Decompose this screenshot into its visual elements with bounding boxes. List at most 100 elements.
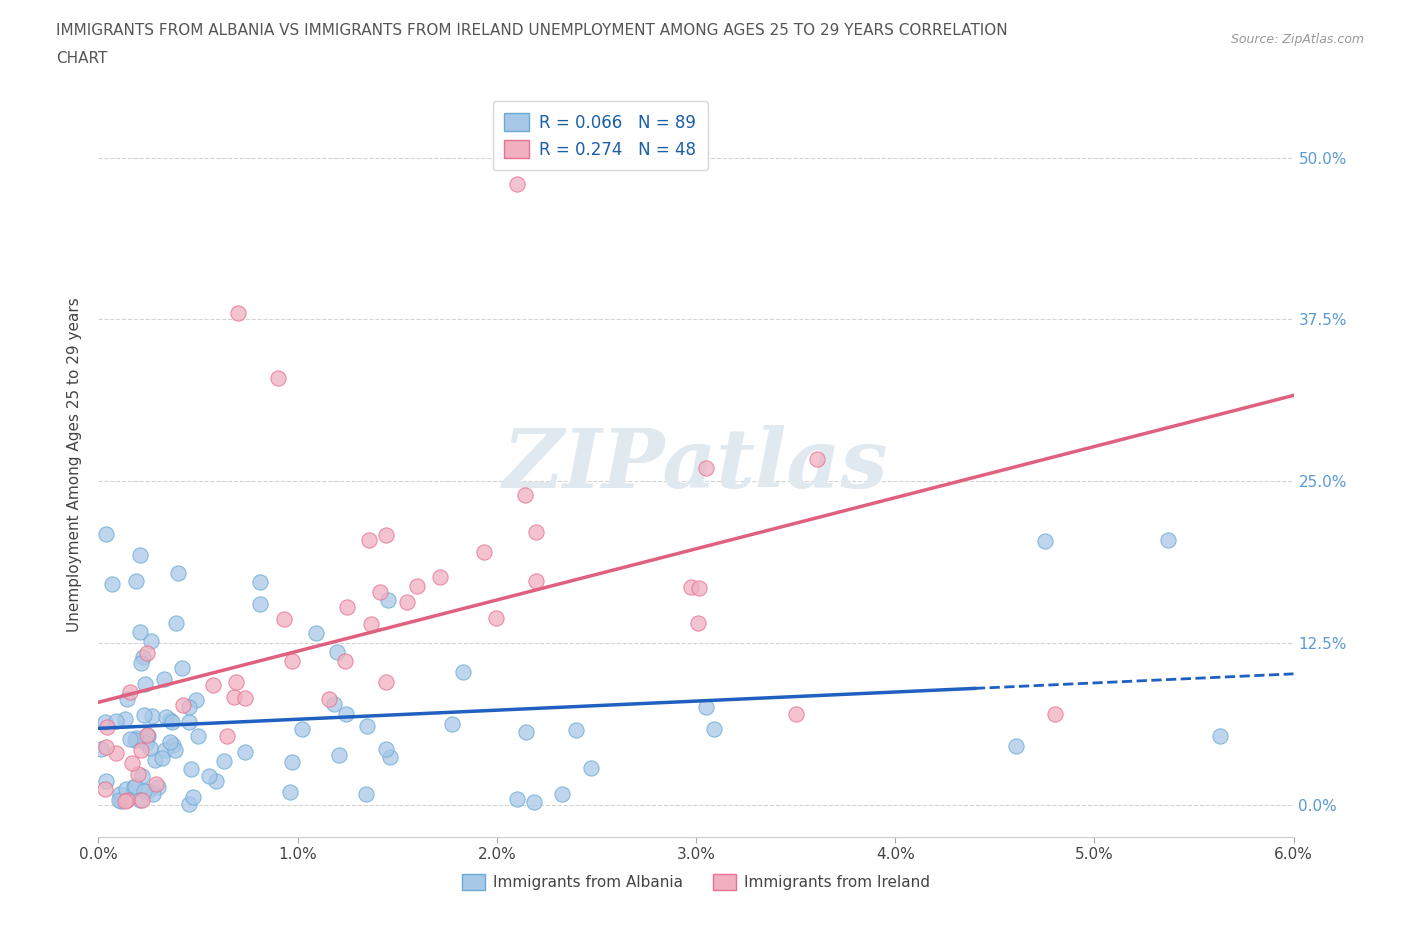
Text: CHART: CHART <box>56 51 108 66</box>
Point <box>328 748 350 763</box>
Point <box>134 677 156 692</box>
Point <box>515 725 537 740</box>
Point <box>94 774 117 789</box>
Point <box>136 729 159 744</box>
Point <box>108 787 131 802</box>
Point <box>212 753 235 768</box>
Point <box>513 488 536 503</box>
Point <box>139 633 162 648</box>
Point <box>429 570 451 585</box>
Point <box>159 735 181 750</box>
Text: ZIPatlas: ZIPatlas <box>503 425 889 505</box>
Legend: Immigrants from Albania, Immigrants from Ireland: Immigrants from Albania, Immigrants from… <box>456 868 936 897</box>
Point <box>118 731 141 746</box>
Point <box>115 782 138 797</box>
Point <box>150 751 173 765</box>
Point <box>695 460 717 475</box>
Point <box>523 795 546 810</box>
Point <box>128 548 150 563</box>
Point <box>170 660 193 675</box>
Point <box>148 779 170 794</box>
Point <box>472 544 495 559</box>
Point <box>695 699 717 714</box>
Point <box>167 565 190 580</box>
Point <box>703 722 725 737</box>
Point <box>128 792 150 807</box>
Point <box>110 793 132 808</box>
Point <box>153 671 176 686</box>
Point <box>201 677 224 692</box>
Point <box>115 792 138 807</box>
Point <box>249 597 271 612</box>
Point <box>354 786 377 801</box>
Point <box>524 574 547 589</box>
Point <box>90 741 112 756</box>
Point <box>124 779 146 794</box>
Point <box>163 742 186 757</box>
Point <box>225 674 247 689</box>
Point <box>226 306 249 321</box>
Point <box>105 746 128 761</box>
Point <box>134 784 156 799</box>
Point <box>141 709 163 724</box>
Point <box>145 753 167 768</box>
Point <box>94 739 117 754</box>
Point <box>233 691 256 706</box>
Point <box>131 769 153 784</box>
Point <box>360 617 382 631</box>
Point <box>177 700 200 715</box>
Text: IMMIGRANTS FROM ALBANIA VS IMMIGRANTS FROM IRELAND UNEMPLOYMENT AMONG AGES 25 TO: IMMIGRANTS FROM ALBANIA VS IMMIGRANTS FR… <box>56 23 1008 38</box>
Point <box>132 649 155 664</box>
Point <box>142 786 165 801</box>
Point <box>375 741 398 756</box>
Point <box>249 575 271 590</box>
Point <box>187 729 209 744</box>
Point <box>325 644 347 659</box>
Point <box>160 715 183 730</box>
Point <box>105 713 128 728</box>
Point <box>686 616 709 631</box>
Point <box>1209 728 1232 743</box>
Point <box>785 707 807 722</box>
Point <box>127 767 149 782</box>
Point <box>132 708 155 723</box>
Point <box>177 714 200 729</box>
Point <box>205 774 228 789</box>
Point <box>405 578 427 593</box>
Point <box>806 451 828 466</box>
Point <box>108 793 131 808</box>
Point <box>291 722 314 737</box>
Point <box>506 791 529 806</box>
Point <box>145 777 167 791</box>
Point <box>222 689 245 704</box>
Point <box>114 793 136 808</box>
Point <box>155 710 177 724</box>
Point <box>181 790 204 805</box>
Point <box>305 626 328 641</box>
Point <box>280 654 302 669</box>
Point <box>485 610 508 625</box>
Point <box>121 755 143 770</box>
Point <box>94 715 117 730</box>
Point <box>551 787 574 802</box>
Point <box>129 743 152 758</box>
Point <box>375 674 398 689</box>
Point <box>184 693 207 708</box>
Point <box>564 723 586 737</box>
Point <box>129 625 152 640</box>
Point <box>136 728 159 743</box>
Point <box>323 697 346 711</box>
Point <box>135 735 157 750</box>
Point <box>278 784 301 799</box>
Point <box>1004 738 1026 753</box>
Point <box>395 594 418 609</box>
Point <box>122 779 145 794</box>
Point <box>526 525 548 539</box>
Point <box>180 762 202 777</box>
Point <box>451 664 474 679</box>
Point <box>281 754 304 769</box>
Point <box>336 600 359 615</box>
Point <box>368 584 391 599</box>
Point <box>377 592 399 607</box>
Point <box>681 579 703 594</box>
